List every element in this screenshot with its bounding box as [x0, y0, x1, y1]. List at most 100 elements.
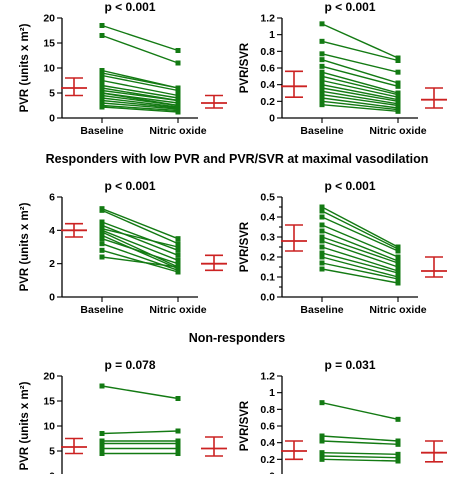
y-tick-label: 10	[43, 63, 55, 75]
nitric-oxide-point	[175, 241, 181, 247]
patient-line	[321, 401, 399, 421]
baseline-point	[319, 214, 325, 220]
baseline-point	[319, 266, 325, 272]
patient-line	[321, 210, 399, 250]
patient-line	[321, 65, 399, 88]
baseline-point	[319, 250, 325, 256]
y-tick-label: 0	[49, 113, 55, 125]
nitric-oxide-point	[175, 257, 181, 263]
baseline-point	[99, 23, 105, 28]
nitric-oxide-point	[395, 83, 401, 89]
y-tick-label: 20	[43, 371, 55, 383]
baseline-point	[319, 63, 325, 69]
baseline-point	[319, 244, 325, 250]
baseline-point	[319, 95, 325, 101]
patient-line	[101, 238, 179, 265]
baseline-point	[99, 229, 105, 235]
patient-line	[101, 249, 179, 273]
baseline-point	[99, 383, 105, 389]
nitric-oxide-point	[395, 69, 401, 75]
baseline-point	[319, 92, 325, 98]
patient-line	[101, 97, 179, 108]
y-axis-label: PVR/SVR	[239, 400, 251, 451]
y-tick-label: 0.4	[260, 79, 275, 91]
y-tick-label: 5	[49, 88, 55, 100]
patient-line	[321, 240, 399, 268]
patient-line	[321, 206, 399, 248]
patient-line	[101, 256, 179, 268]
y-tick-label: 6	[49, 192, 55, 204]
chart-panel-3: p < 0.001 PVR (units x m²) 0 2 4 6 Baseline Nit…	[19, 179, 227, 316]
y-tick-label: 10	[43, 421, 55, 433]
patient-line	[101, 34, 179, 64]
y-tick-label: 15	[43, 38, 55, 50]
patient-line	[101, 234, 179, 270]
y-tick-label: 0.2	[260, 252, 275, 264]
patient-line	[101, 79, 179, 97]
y-tick-label: 0.2	[260, 454, 275, 466]
patient-line	[321, 268, 399, 284]
baseline-point	[319, 228, 325, 234]
patient-line	[101, 94, 179, 107]
patient-line	[321, 75, 399, 96]
baseline-point	[319, 85, 325, 91]
nitric-oxide-point	[175, 451, 181, 456]
patient-line	[321, 256, 399, 278]
baseline-point	[319, 456, 325, 462]
patient-line	[101, 24, 179, 52]
baseline-point	[99, 207, 105, 213]
patient-line	[321, 71, 399, 94]
baseline-point	[99, 222, 105, 228]
x-tick-label: Baseline	[80, 304, 123, 316]
y-axis-label: PVR (units x m²)	[19, 23, 31, 112]
patient-line	[101, 99, 179, 109]
y-tick-label: 0.8	[260, 404, 275, 416]
baseline-point	[319, 222, 325, 228]
patient-line	[101, 209, 179, 245]
baseline-point	[319, 453, 325, 459]
baseline-point	[319, 438, 325, 444]
y-tick-label: 0.0	[260, 292, 275, 304]
baseline-point	[99, 441, 105, 446]
patient-line	[321, 262, 399, 280]
patient-line	[321, 458, 399, 462]
baseline-point	[99, 236, 105, 242]
y-tick-label: 15	[43, 396, 55, 408]
y-axis-label: PVR/SVR	[239, 221, 251, 272]
chart-title: p = 0.078	[104, 358, 155, 372]
patient-line	[101, 72, 179, 89]
baseline-point	[319, 38, 325, 44]
nitric-oxide-point	[395, 58, 401, 63]
y-tick-label: 0.6	[260, 421, 275, 433]
nitric-oxide-point	[175, 396, 181, 401]
patient-line	[101, 74, 179, 92]
patient-line	[321, 97, 399, 109]
nitric-oxide-point	[395, 451, 401, 457]
y-tick-label: 0	[49, 471, 55, 475]
nitric-oxide-point	[175, 60, 181, 66]
baseline-point	[319, 208, 325, 214]
baseline-point	[319, 234, 325, 240]
baseline-point	[99, 451, 105, 456]
patient-line	[321, 90, 399, 105]
nitric-oxide-point	[395, 438, 401, 444]
baseline-point	[99, 431, 105, 436]
y-tick-label: 0.4	[260, 212, 275, 224]
nitric-oxide-point	[395, 416, 401, 422]
x-tick-label: Nitric oxide	[369, 125, 426, 137]
y-tick-label: 0.8	[260, 46, 275, 58]
chart-panel-2: p < 0.001 PVR/SVR 0 0.2 0.4 0.6 0.8 1 1.2 Baselin…	[239, 0, 447, 137]
patient-line	[321, 246, 399, 272]
baseline-point	[99, 241, 105, 247]
nitric-oxide-point	[175, 236, 181, 242]
baseline-point	[319, 51, 325, 57]
patient-line	[101, 227, 179, 248]
nitric-oxide-point	[395, 248, 401, 254]
patient-line	[321, 455, 399, 459]
y-tick-label: 0	[49, 292, 55, 304]
baseline-point	[319, 254, 325, 260]
y-tick-label: 0	[269, 113, 275, 125]
patient-line	[101, 229, 179, 261]
patient-line	[321, 83, 399, 101]
baseline-point	[99, 254, 105, 260]
